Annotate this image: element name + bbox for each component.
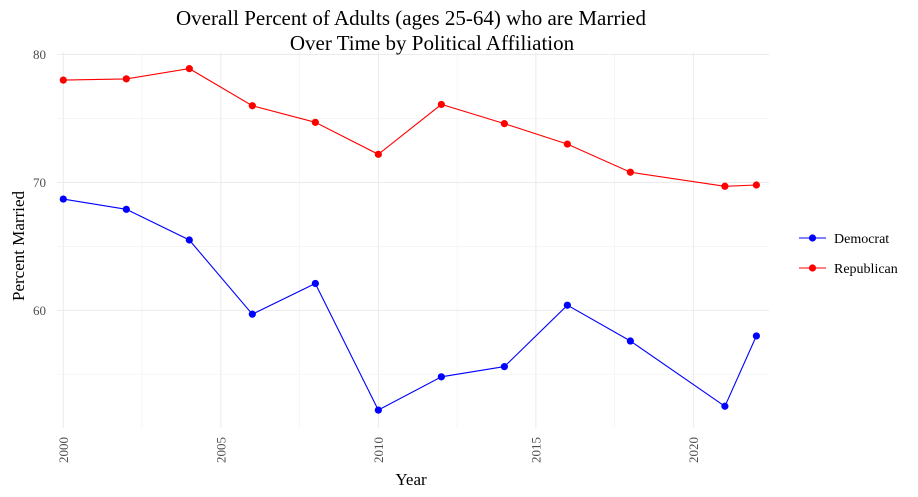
- y-axis-title: Percent Married: [9, 191, 28, 301]
- legend-label: Democrat: [834, 232, 889, 247]
- grid: [57, 52, 769, 428]
- legend-key-point: [808, 264, 817, 272]
- x-tick-label: 2020: [686, 437, 701, 463]
- x-tick-label: 2015: [528, 437, 543, 463]
- series-line: [63, 68, 757, 187]
- data-point: [721, 182, 729, 190]
- data-point: [374, 406, 382, 414]
- data-point: [59, 195, 67, 203]
- x-axis-title: Year: [395, 470, 427, 489]
- data-point: [752, 181, 760, 189]
- series-republican: [59, 65, 760, 190]
- data-point: [721, 402, 729, 410]
- y-tick-label: 80: [33, 47, 46, 62]
- legend: Democrat Republican: [799, 232, 898, 277]
- data-point: [752, 332, 760, 340]
- data-point: [248, 310, 256, 318]
- data-point: [500, 120, 508, 128]
- data-point: [500, 363, 508, 371]
- data-point: [122, 205, 130, 213]
- x-tick-label: 2000: [56, 437, 71, 463]
- legend-label: Republican: [834, 262, 898, 277]
- data-point: [122, 75, 130, 83]
- y-axis-ticks: 60 70 80: [33, 47, 46, 318]
- data-point: [626, 337, 634, 345]
- data-point: [563, 140, 571, 148]
- data-point: [248, 102, 256, 110]
- data-point: [374, 150, 382, 158]
- data-point: [311, 118, 319, 126]
- data-point: [311, 279, 319, 288]
- series: [59, 65, 760, 414]
- data-point: [563, 301, 571, 309]
- data-point: [185, 236, 193, 244]
- y-tick-label: 60: [33, 303, 46, 318]
- data-point: [626, 168, 634, 176]
- data-point: [59, 76, 67, 84]
- series-democrat: [59, 195, 760, 414]
- chart-subtitle: Over Time by Political Affiliation: [290, 31, 575, 55]
- x-tick-label: 2010: [371, 437, 386, 463]
- y-tick-label: 70: [33, 175, 46, 190]
- x-tick-label: 2005: [213, 437, 228, 463]
- data-point: [437, 373, 445, 381]
- series-line: [63, 198, 757, 411]
- chart-title: Overall Percent of Adults (ages 25-64) w…: [176, 6, 647, 30]
- legend-key-point: [808, 234, 817, 242]
- x-axis-ticks: 2000 2005 2010 2015 2020: [56, 437, 701, 463]
- data-point: [437, 100, 445, 109]
- data-point: [185, 65, 193, 73]
